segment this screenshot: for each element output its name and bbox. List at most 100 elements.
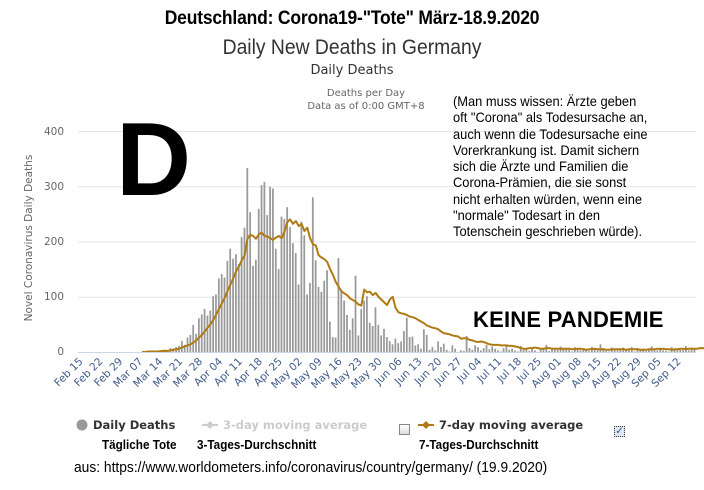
bar: [405, 317, 408, 353]
bar: [548, 350, 551, 352]
bar: [294, 253, 297, 352]
bar: [266, 214, 269, 352]
bar: [488, 349, 491, 352]
bar: [198, 318, 200, 352]
bar: [596, 350, 599, 352]
bar: [665, 350, 667, 352]
bar: [508, 349, 511, 352]
source-citation: aus: https://www.worldometers.info/coron…: [74, 459, 548, 476]
bar: [180, 340, 183, 352]
bar: [220, 274, 223, 352]
bar: [485, 344, 488, 352]
bar: [502, 348, 505, 352]
series-caption: Deaths per Day Data as of 0:00 GMT+8: [300, 87, 432, 113]
bar: [371, 326, 374, 352]
legend-label: 3-day moving average: [223, 418, 368, 432]
bar: [599, 344, 602, 352]
bar: [289, 227, 291, 352]
bar: [212, 296, 214, 352]
bar: [613, 349, 616, 352]
bar: [445, 349, 448, 352]
bar: [525, 348, 528, 352]
legend-label: Daily Deaths: [93, 418, 176, 432]
bar: [531, 347, 533, 352]
bar: [645, 350, 647, 352]
bar: [656, 350, 659, 352]
bar: [437, 341, 439, 352]
bar: [673, 348, 676, 352]
bar: [479, 350, 482, 352]
bar: [633, 351, 636, 352]
y-tick-0: 0: [57, 346, 64, 358]
bar: [280, 216, 283, 352]
legend-label: 7-day moving average: [439, 418, 584, 432]
bar: [534, 350, 536, 352]
bar: [468, 348, 471, 352]
bar: [579, 350, 582, 352]
bar: [246, 168, 249, 352]
bar: [588, 350, 590, 352]
checkbox-3day-average[interactable]: [399, 422, 410, 440]
bar: [465, 335, 468, 352]
bar: [482, 348, 485, 352]
bar: [192, 324, 195, 352]
bar: [223, 277, 226, 352]
bar: [582, 349, 585, 352]
bar: [431, 347, 434, 352]
bar: [514, 350, 516, 352]
bar: [323, 280, 326, 352]
bar: [499, 351, 502, 352]
bar: [505, 344, 508, 352]
bar: [616, 350, 619, 352]
bar: [326, 270, 328, 352]
bar: [286, 207, 289, 352]
bar: [565, 348, 568, 352]
legend-item-7day-average[interactable]: 7-day moving average: [418, 418, 583, 432]
bar: [274, 248, 277, 352]
bar: [368, 322, 371, 352]
bar: [297, 284, 300, 353]
note-line: oft "Corona" als Todesursache an,: [453, 109, 648, 126]
bar: [639, 349, 642, 352]
bar: [217, 278, 220, 352]
bar: [593, 349, 596, 352]
note-line: (Man muss wissen: Ärzte geben: [453, 93, 637, 109]
bar: [351, 318, 354, 352]
bar: [423, 329, 425, 352]
bar: [619, 348, 622, 352]
bar: [690, 347, 693, 352]
bar: [428, 349, 431, 352]
bar: [272, 188, 274, 352]
bar: [388, 340, 391, 352]
note-line: "normale" Todesart in den: [453, 207, 601, 224]
bar: [337, 258, 340, 352]
bar: [434, 350, 437, 352]
bar: [317, 286, 320, 352]
bar: [391, 344, 394, 352]
bar: [249, 212, 252, 352]
bar: [394, 338, 397, 352]
bar: [474, 345, 477, 352]
bar: [568, 349, 570, 352]
checkbox-7day-average[interactable]: ✓: [614, 421, 625, 439]
bar: [403, 331, 405, 352]
daily-deaths-bars: [146, 168, 696, 353]
y-tick-200: 200: [43, 236, 64, 248]
bar: [300, 221, 303, 352]
bar: [380, 335, 383, 352]
bar: [576, 348, 579, 352]
bar: [303, 235, 306, 352]
bar: [411, 336, 414, 352]
bar: [471, 349, 474, 352]
legend-item-3day-average[interactable]: 3-day moving average: [202, 418, 367, 432]
bar: [229, 248, 232, 352]
bar: [605, 350, 608, 352]
bar: [385, 337, 388, 352]
bar: [400, 341, 402, 352]
bar: [647, 349, 650, 352]
chart-subtitle: Daily Deaths: [310, 63, 394, 78]
bar: [653, 348, 656, 352]
bar: [556, 349, 559, 352]
legend-item-daily-deaths[interactable]: Daily Deaths: [76, 418, 175, 432]
